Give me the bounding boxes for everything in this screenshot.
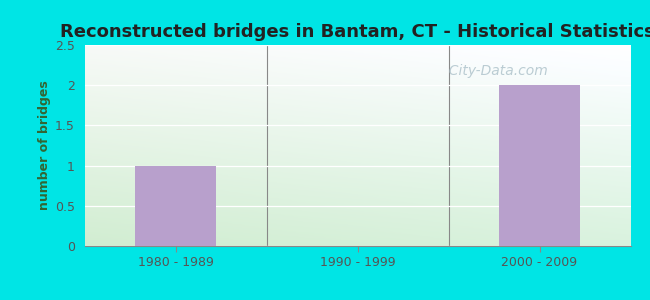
Bar <box>499 85 580 246</box>
Text: City-Data.com: City-Data.com <box>440 64 548 78</box>
Y-axis label: number of bridges: number of bridges <box>38 81 51 210</box>
Bar <box>135 166 216 246</box>
Title: Reconstructed bridges in Bantam, CT - Historical Statistics: Reconstructed bridges in Bantam, CT - Hi… <box>60 23 650 41</box>
